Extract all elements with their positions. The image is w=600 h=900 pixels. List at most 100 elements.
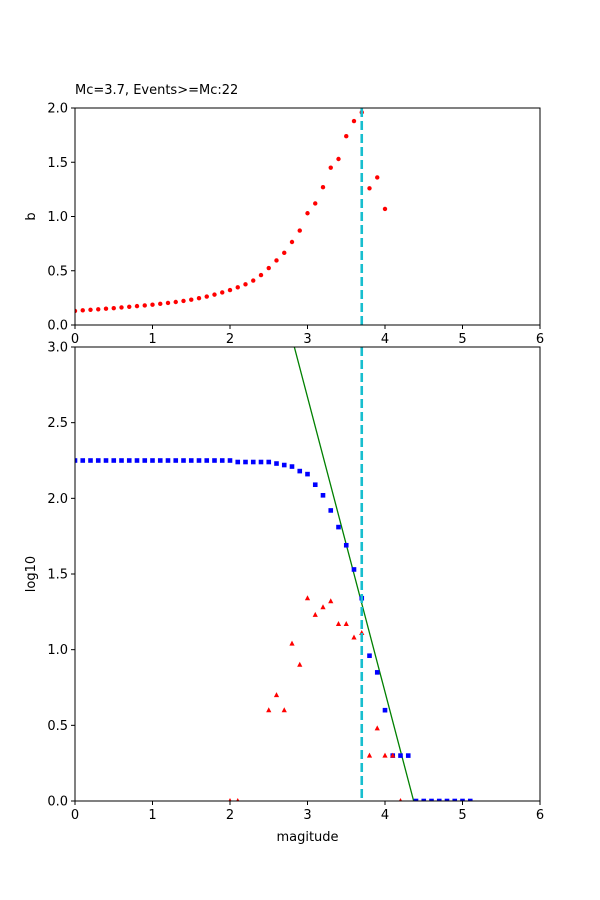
data-point [173,458,179,463]
data-point [343,542,349,548]
data-point [95,458,101,463]
data-point [181,458,186,463]
x-tick-label: 2 [226,332,234,347]
data-point [235,285,240,290]
data-point [227,458,233,463]
data-point [328,598,334,604]
data-point [281,462,287,468]
data-point [367,186,372,191]
data-point [189,297,194,302]
x-axis-label: magitude [276,830,338,845]
data-point [220,290,225,295]
data-point [297,661,303,667]
data-point [127,304,132,309]
y-tick-label: 1.0 [47,643,68,658]
data-point [266,459,272,465]
data-point [421,798,427,801]
data-point [212,458,217,463]
data-point [282,250,287,256]
data-point [88,307,93,313]
data-point [297,468,303,474]
y-tick-label: 0.0 [47,795,68,810]
b-value-panel: Mc=3.7, Events>=Mc:22 b 0 1 2 3 4 5 6 0.0 0.5 1.0… [24,83,544,347]
data-point [266,265,271,271]
data-point [150,302,155,307]
data-point [335,620,342,626]
data-point [258,272,264,278]
data-point [157,458,163,463]
data-point [134,303,140,309]
x-tick-label: 6 [536,332,544,347]
panel-title: Mc=3.7, Events>=Mc:22 [75,83,238,98]
data-point [235,459,241,465]
data-point [142,458,148,463]
data-point [273,692,280,698]
y-tick-label: 0.5 [47,264,68,279]
plot-content [75,110,388,314]
x-tick-label: 0 [71,808,79,823]
data-point [343,620,349,626]
data-point [96,307,101,312]
data-point [366,752,373,758]
data-point [258,459,264,465]
data-point [196,296,202,301]
y-tick-label: 3.0 [47,341,68,356]
data-point [305,211,310,216]
data-point [351,634,357,640]
data-point [150,458,155,463]
data-point [243,459,248,465]
y-tick-label: 2.0 [47,492,68,507]
x-tick-label: 1 [148,332,156,347]
plot-area: 0 1 2 3 4 5 6 0.0 0.5 1.0 1.5 2.0 2.5 3.0 [47,341,544,824]
x-tick-label: 5 [458,808,466,823]
data-point [305,471,310,477]
data-point [80,308,85,313]
data-point [460,798,465,801]
data-point [289,640,295,646]
data-point [374,670,380,675]
data-point [351,118,357,124]
data-point [313,201,318,206]
data-point [274,461,279,466]
y-tick-label: 0.0 [47,319,68,334]
data-point [88,458,93,463]
plot-content [75,347,473,801]
x-tick-label: 4 [381,332,389,347]
data-point [158,301,163,307]
x-tick-label: 3 [303,808,311,823]
data-point [304,595,311,601]
data-point [111,305,116,311]
data-point [328,165,333,170]
data-point [204,294,209,299]
data-point [250,459,256,465]
data-point [336,524,341,530]
data-point [444,798,450,801]
x-tick-label: 2 [226,808,234,823]
log10-panel: magitude log10 0 1 2 3 4 5 6 0.0 0.5 1.0 1.5 2.0 2.5… [24,341,544,846]
data-point [297,228,302,233]
data-point [405,753,411,758]
data-point [289,239,295,245]
data-point [312,482,318,488]
data-point [119,305,124,310]
data-point [382,206,388,212]
data-point [219,458,225,463]
data-point [103,306,109,311]
data-point [374,725,380,731]
data-point [173,299,178,305]
x-tick-label: 4 [381,808,389,823]
data-point [390,752,396,758]
data-point [328,508,334,513]
series-square [75,458,473,801]
x-tick-label: 3 [303,332,311,347]
x-tick-label: 0 [71,332,79,347]
data-point [289,464,295,469]
y-tick-label: 2.5 [47,416,68,431]
data-point [274,258,279,263]
y-axis-label: b [24,212,39,220]
data-point [165,300,171,306]
data-point [228,798,232,801]
data-point [351,567,357,572]
